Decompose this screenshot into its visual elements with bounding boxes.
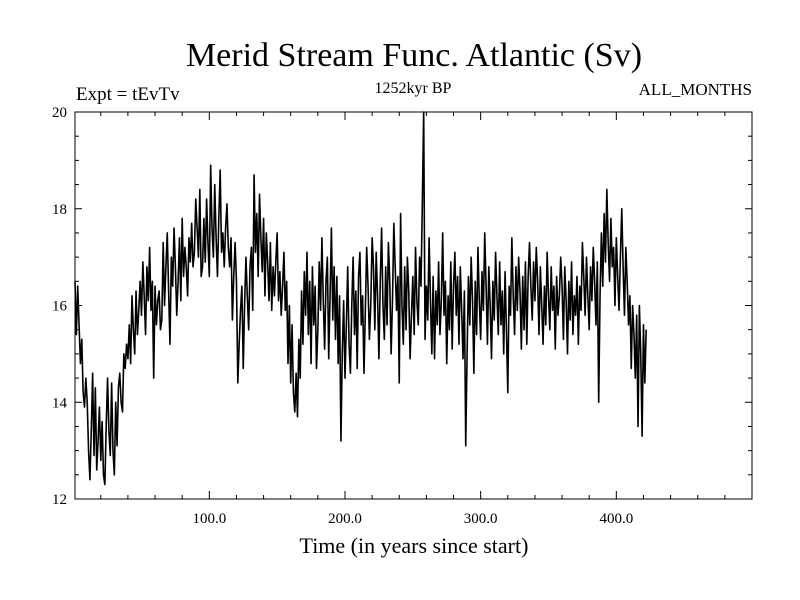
y-tick-label: 16 xyxy=(52,299,68,315)
y-axis: 12 14 16 18 20 xyxy=(52,105,752,508)
y-tick-label: 14 xyxy=(52,395,68,411)
y-tick-label: 20 xyxy=(52,105,67,121)
y-tick-label: 18 xyxy=(52,202,67,218)
x-tick-label: 100.0 xyxy=(192,511,226,527)
experiment-label: Expt = tEvTv xyxy=(76,84,180,105)
period-label: 1252kyr BP xyxy=(375,80,452,97)
data-series-line xyxy=(74,111,647,486)
x-tick-label: 400.0 xyxy=(599,511,633,527)
x-axis: 100.0 200.0 300.0 400.0 xyxy=(100,112,726,527)
x-tick-label: 200.0 xyxy=(328,511,362,527)
months-label: ALL_MONTHS xyxy=(639,80,752,99)
x-axis-label: Time (in years since start) xyxy=(300,533,529,558)
chart-title: Merid Stream Func. Atlantic (Sv) xyxy=(186,37,642,74)
x-tick-label: 300.0 xyxy=(464,511,498,527)
y-tick-label: 12 xyxy=(52,492,67,508)
